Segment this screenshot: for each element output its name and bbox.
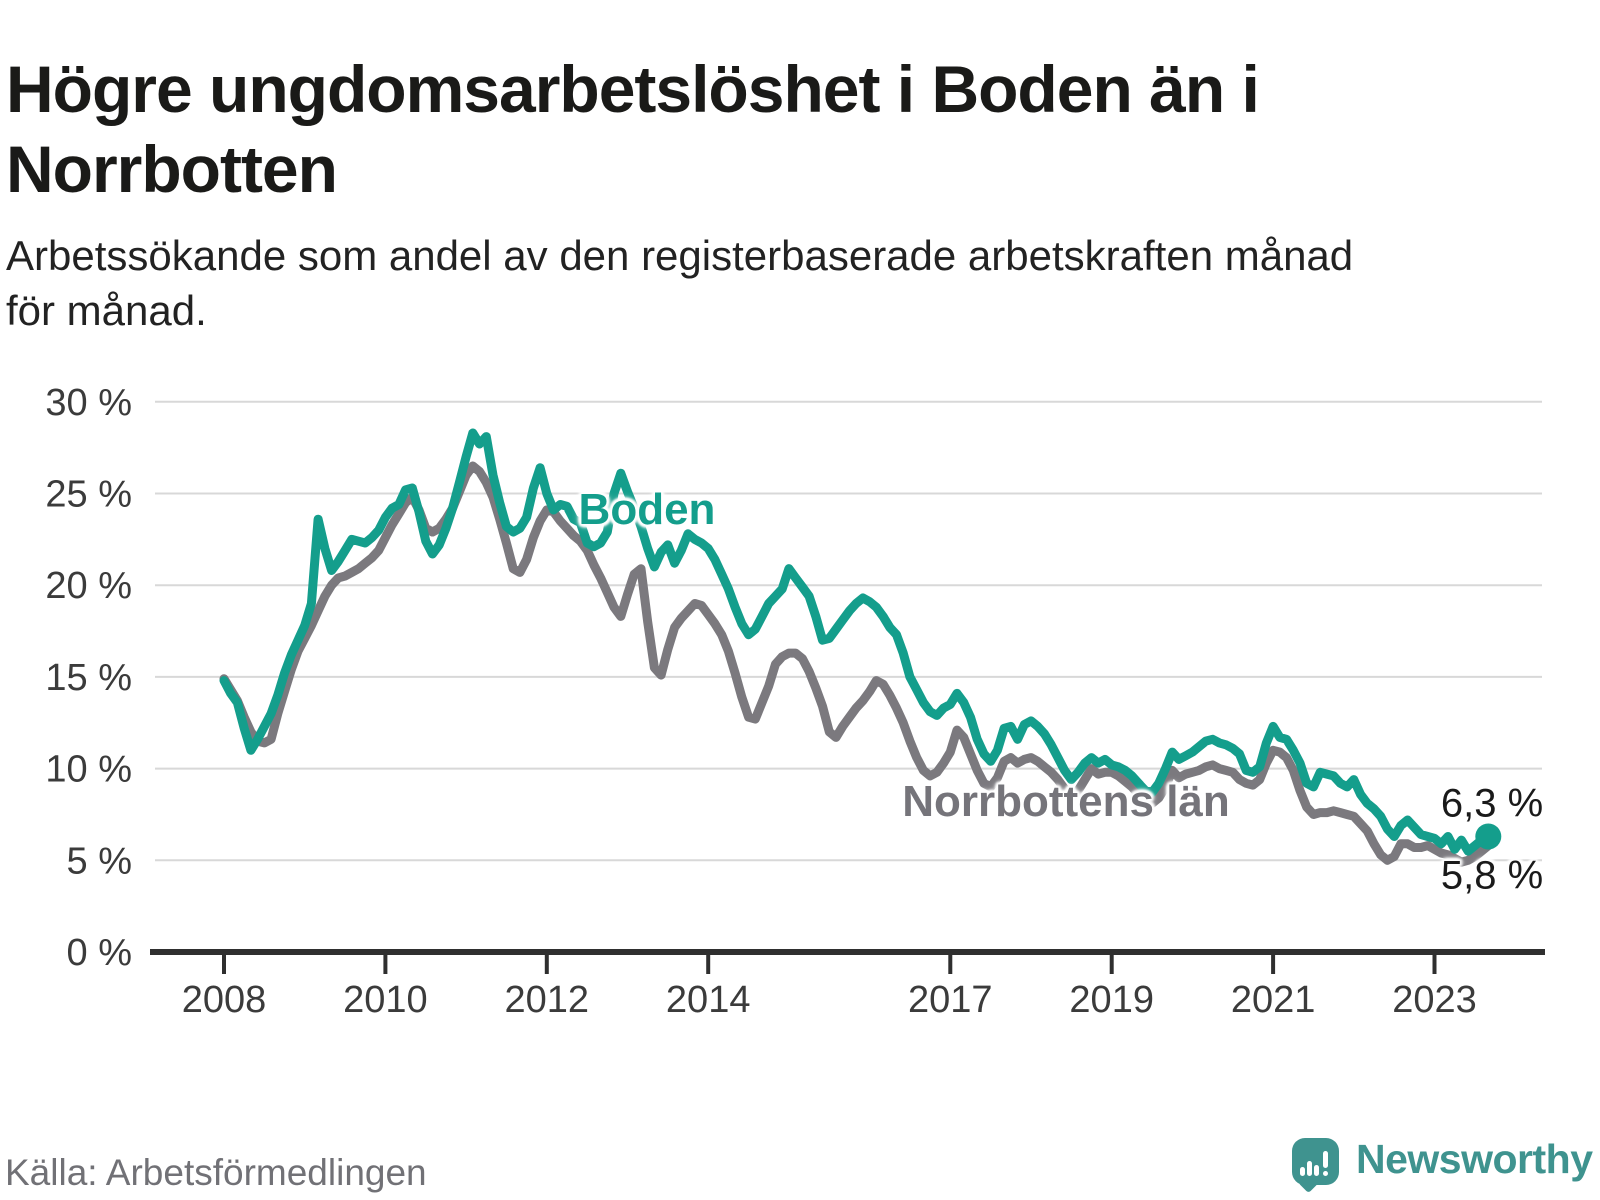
chart-subtitle: Arbetssökande som andel av den registerb… — [6, 228, 1546, 339]
y-axis-tick-label: 5 % — [67, 840, 132, 882]
x-axis-tick-label: 2017 — [908, 979, 993, 1021]
y-axis-tick-label: 10 % — [45, 749, 132, 791]
bar-chart-glyph-bar2 — [1307, 1161, 1312, 1176]
bar-chart-glyph-bar3 — [1314, 1165, 1319, 1176]
chart-subtitle-line-2: för månad. — [6, 287, 207, 335]
page-title-line-2: Norrbotten — [6, 132, 338, 207]
y-axis-tick-label: 30 % — [45, 382, 132, 424]
x-axis-tick-label: 2012 — [505, 979, 590, 1021]
x-axis-tick-label: 2021 — [1231, 979, 1316, 1021]
y-axis-tick-label: 15 % — [45, 657, 132, 699]
newsworthy-icon — [1292, 1138, 1339, 1194]
bar-chart-glyph-bar1 — [1300, 1167, 1305, 1176]
series-line-boden — [219, 428, 1493, 856]
source-note: Källa: Arbetsförmedlingen — [5, 1152, 427, 1193]
y-axis-tick-label: 0 % — [67, 932, 132, 974]
x-axis-tick-label: 2010 — [343, 979, 428, 1021]
exclamation-glyph-bar — [1323, 1151, 1328, 1168]
exclamation-glyph-dot — [1323, 1171, 1328, 1176]
end-point-dot-boden — [1475, 823, 1502, 850]
x-axis-tick-label: 2023 — [1392, 979, 1477, 1021]
y-axis-tick-label: 25 % — [45, 474, 132, 516]
page-title: Högre ungdomsarbetslöshet i Boden än i N… — [6, 50, 1436, 210]
y-axis-tick-label: 20 % — [45, 565, 132, 607]
x-axis-tick-label: 2019 — [1069, 979, 1154, 1021]
logo-text: Newsworthy — [1356, 1136, 1593, 1182]
speech-bubble-shape — [1292, 1138, 1339, 1185]
x-axis-tick-label: 2014 — [666, 979, 751, 1021]
series-line-norrbotten — [219, 461, 1493, 867]
page-title-line-1: Högre ungdomsarbetslöshet i Boden än i — [6, 52, 1260, 127]
chart-subtitle-line-1: Arbetssökande som andel av den registerb… — [6, 232, 1354, 279]
x-axis-tick-label: 2008 — [182, 979, 267, 1021]
